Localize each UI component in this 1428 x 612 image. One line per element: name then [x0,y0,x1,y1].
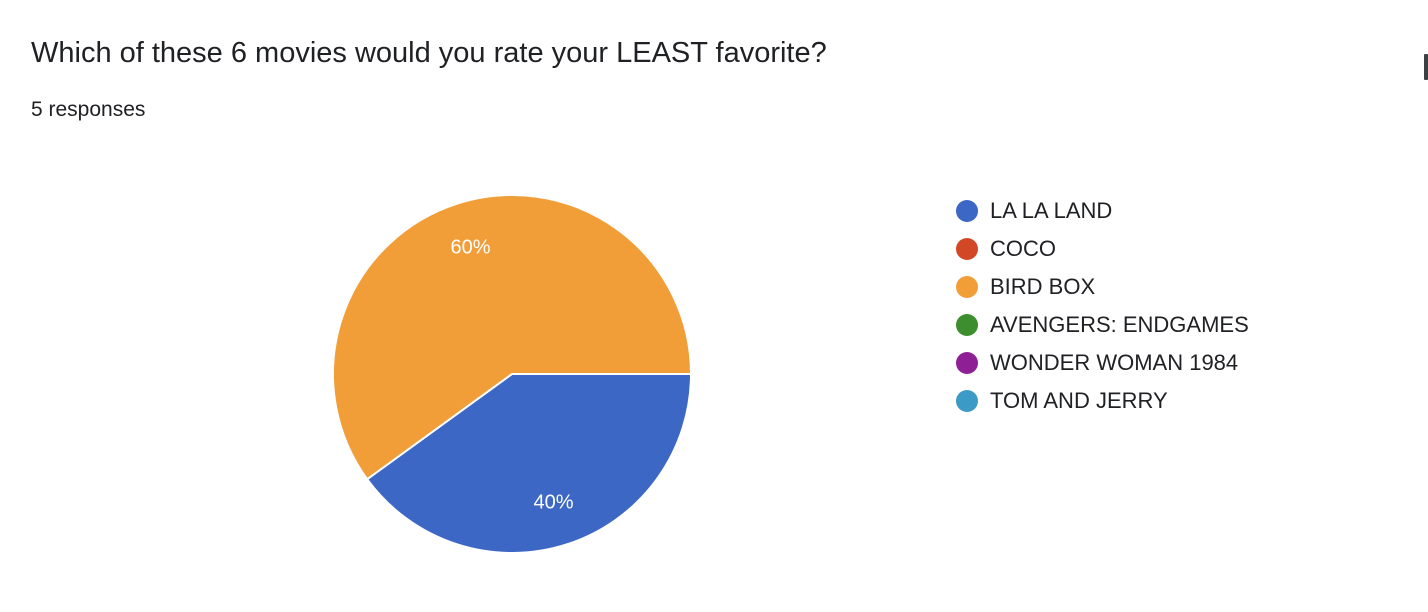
legend-swatch-icon [956,276,978,298]
chart-legend: LA LA LAND COCO BIRD BOX AVENGERS: ENDGAMES… [956,192,1249,420]
legend-item-bird-box[interactable]: BIRD BOX [956,268,1249,306]
legend-item-wonder-woman-1984[interactable]: WONDER WOMAN 1984 [956,344,1249,382]
pie-slice-la-la-land[interactable] [365,373,693,554]
legend-swatch-icon [956,390,978,412]
pie-slice-bird-box[interactable] [332,194,693,481]
pie-label-bird-box: 60% [450,236,490,258]
response-count: 5 responses [31,98,146,121]
legend-swatch-icon [956,238,978,260]
legend-label: AVENGERS: ENDGAMES [990,312,1249,337]
pie-labels: 40% 60% [450,236,573,513]
question-title: Which of these 6 movies would you rate y… [31,37,827,69]
legend-swatch-icon [956,352,978,374]
legend-label: BIRD BOX [990,274,1096,299]
scrollbar-edge [1424,54,1428,80]
legend-label: WONDER WOMAN 1984 [990,350,1239,375]
pie-label-la-la-land: 40% [533,492,573,514]
pie-slices [332,194,693,554]
legend-label: TOM AND JERRY [990,388,1168,413]
legend-item-coco[interactable]: COCO [956,230,1249,268]
legend-item-tom-and-jerry[interactable]: TOM AND JERRY [956,382,1249,420]
legend-swatch-icon [956,200,978,222]
legend-swatch-icon [956,314,978,336]
legend-item-avengers-endgames[interactable]: AVENGERS: ENDGAMES [956,306,1249,344]
legend-label: LA LA LAND [990,198,1113,223]
pie-chart: 40% 60% [332,194,693,554]
legend-label: COCO [990,236,1056,261]
legend-item-la-la-land[interactable]: LA LA LAND [956,192,1249,230]
